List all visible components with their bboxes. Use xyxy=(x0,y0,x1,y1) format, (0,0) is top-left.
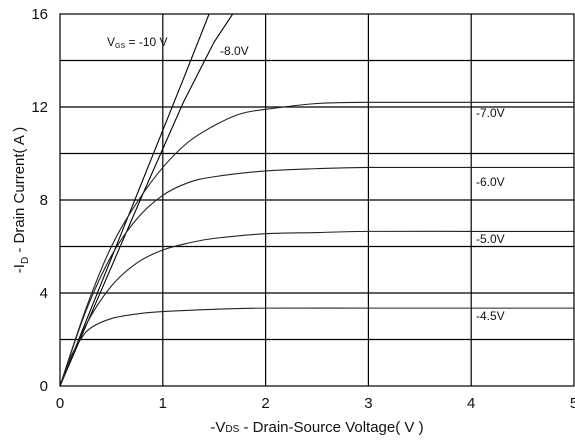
x-tick-label: 3 xyxy=(364,395,372,412)
x-axis-label: -VDS - Drain-Source Voltage( V ) xyxy=(210,419,423,436)
curve-labels: VGS = -10 V -8.0V -7.0V -6.0V -5.0V -4.5V xyxy=(107,35,505,323)
y-axis-label-suffix: - Drain Current( A ) xyxy=(11,127,28,257)
y-axis-label-prefix: -I xyxy=(11,264,28,273)
curve-group xyxy=(60,14,574,386)
y-tick-label: 4 xyxy=(40,285,48,302)
x-tick-label: 0 xyxy=(56,395,64,412)
x-tick-label: 1 xyxy=(159,395,167,412)
grid-lines xyxy=(60,14,574,386)
curve-label: -8.0V xyxy=(220,44,249,58)
plot-frame xyxy=(59,13,575,387)
series-line-2 xyxy=(60,14,234,386)
y-tick-label: 0 xyxy=(40,378,48,395)
curve-label: -6.0V xyxy=(476,175,505,189)
series-line-1 xyxy=(60,14,210,386)
series-line-4 xyxy=(60,166,574,386)
curve-label: -7.0V xyxy=(476,106,505,120)
curve-label: -4.5V xyxy=(476,309,505,323)
y-axis-label-sub: D xyxy=(20,257,31,264)
y-axis-label: -ID - Drain Current( A ) xyxy=(11,127,31,273)
x-tick-label: 4 xyxy=(467,395,475,412)
y-tick-label: 12 xyxy=(31,99,48,116)
x-tick-label: 5 xyxy=(570,395,575,412)
series-line-5 xyxy=(60,230,574,386)
curve-label-vgs: VGS = -10 V xyxy=(107,35,168,50)
x-tick-label: 2 xyxy=(261,395,269,412)
curve-label: -5.0V xyxy=(476,232,505,246)
x-axis-label-prefix: -V xyxy=(210,419,225,436)
series-line-6 xyxy=(60,307,574,386)
x-axis-label-sub: DS xyxy=(225,424,239,435)
y-tick-label: 16 xyxy=(31,6,48,23)
y-tick-label: 8 xyxy=(40,192,48,209)
series-line-3 xyxy=(60,101,574,386)
x-axis-label-suffix: - Drain-Source Voltage( V ) xyxy=(239,419,423,436)
